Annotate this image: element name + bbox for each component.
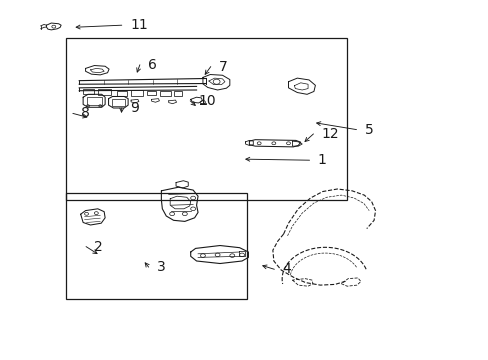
Text: 6: 6 <box>148 58 157 72</box>
Bar <box>66 193 246 299</box>
Bar <box>87 97 102 105</box>
Text: 4: 4 <box>282 262 291 276</box>
Bar <box>131 90 142 96</box>
Bar <box>66 38 346 200</box>
Text: 10: 10 <box>198 94 216 108</box>
Text: 2: 2 <box>94 240 103 253</box>
Bar <box>146 91 156 95</box>
Bar <box>173 91 182 96</box>
Text: 9: 9 <box>130 101 139 115</box>
Text: 8: 8 <box>81 107 90 120</box>
Text: 11: 11 <box>130 18 147 32</box>
Bar <box>160 91 171 96</box>
Bar <box>117 91 127 96</box>
Text: 7: 7 <box>219 60 227 73</box>
Text: 12: 12 <box>321 127 339 141</box>
Bar <box>98 89 111 95</box>
Bar <box>112 99 124 106</box>
Text: 5: 5 <box>364 123 373 136</box>
Text: 1: 1 <box>317 153 326 167</box>
Text: 3: 3 <box>157 260 165 274</box>
Bar <box>83 89 94 94</box>
